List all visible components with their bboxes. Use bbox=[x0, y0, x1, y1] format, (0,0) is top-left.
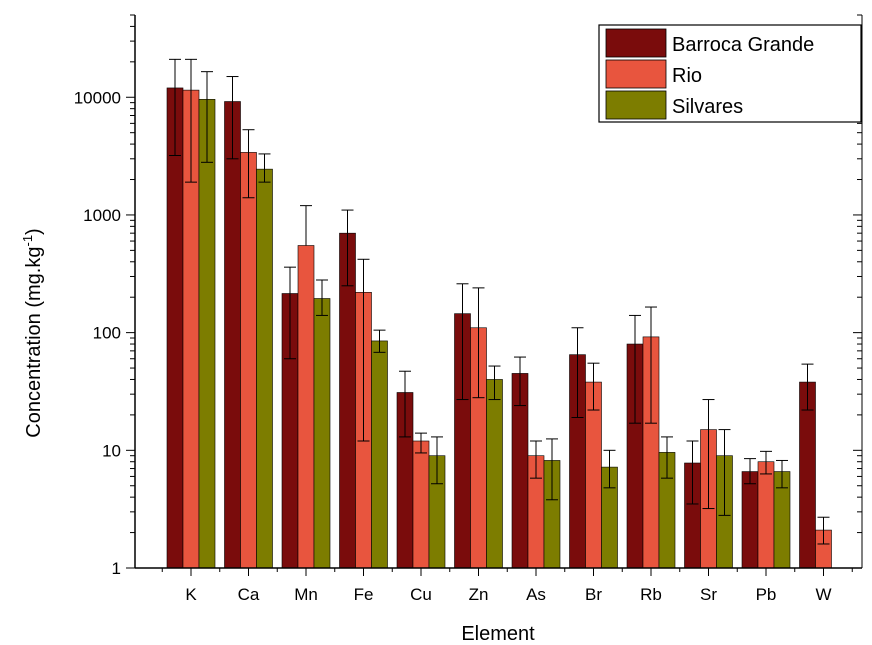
error-bar-pb-silvares bbox=[776, 459, 788, 489]
legend-item-rio: Rio bbox=[605, 59, 702, 89]
error-bar-br-barroca-grande bbox=[571, 327, 584, 419]
error-bar-ca-barroca-grande bbox=[226, 76, 239, 160]
legend-item-silvares: Silvares bbox=[605, 90, 743, 120]
bar-cu-rio bbox=[412, 440, 430, 569]
error-bar-k-silvares bbox=[201, 71, 213, 163]
legend-swatch-silvares bbox=[605, 90, 667, 120]
bar-k-barroca-grande bbox=[166, 87, 184, 569]
x-tick-label-mn: Mn bbox=[294, 585, 318, 604]
x-tick-label-fe: Fe bbox=[354, 585, 374, 604]
x-tick-label-br: Br bbox=[585, 585, 602, 604]
error-bar-sr-silvares bbox=[718, 429, 731, 516]
error-bar-as-rio bbox=[530, 440, 542, 479]
error-bar-as-barroca-grande bbox=[514, 356, 526, 407]
bar-mn-silvares bbox=[313, 298, 331, 569]
y-tick-label-1: 1 bbox=[112, 559, 121, 578]
error-bar-as-silvares bbox=[546, 438, 558, 501]
error-bar-k-rio bbox=[185, 58, 197, 183]
error-bar-pb-barroca-grande bbox=[744, 458, 756, 485]
bar-ca-silvares bbox=[256, 168, 273, 569]
error-bar-rb-barroca-grande bbox=[629, 314, 641, 424]
error-bars-layer bbox=[169, 58, 830, 545]
bar-mn-rio bbox=[297, 245, 315, 569]
y-axis-title: Concentration (mg.kg-1) bbox=[20, 228, 45, 437]
y-axis-title-main: Concentration (mg.kg bbox=[23, 247, 45, 438]
error-bar-mn-barroca-grande bbox=[284, 266, 296, 360]
axes-layer bbox=[134, 15, 863, 569]
x-tick-label-k: K bbox=[185, 585, 197, 604]
error-bar-ca-rio bbox=[242, 129, 255, 199]
bar-ca-rio bbox=[240, 152, 257, 569]
error-bar-cu-rio bbox=[415, 432, 427, 454]
error-bar-zn-silvares bbox=[488, 365, 501, 401]
x-tick-label-w: W bbox=[815, 585, 831, 604]
legend-swatch-barroca-grande bbox=[605, 28, 667, 58]
bars-layer bbox=[166, 87, 832, 569]
bar-pb-rio bbox=[757, 461, 775, 569]
bar-ca-barroca-grande bbox=[224, 101, 241, 569]
bar-fe-silvares bbox=[371, 340, 388, 569]
error-bar-br-silvares bbox=[603, 449, 616, 489]
error-bar-fe-silvares bbox=[373, 329, 386, 353]
error-bar-fe-barroca-grande bbox=[341, 209, 354, 287]
x-tick-label-cu: Cu bbox=[410, 585, 432, 604]
error-bar-zn-rio bbox=[472, 287, 485, 399]
x-tick-label-pb: Pb bbox=[756, 585, 777, 604]
error-bar-cu-barroca-grande bbox=[399, 370, 411, 438]
bar-pb-barroca-grande bbox=[741, 471, 759, 569]
legend-swatch-rio bbox=[605, 59, 667, 89]
legend: Barroca Grande Rio Silvares bbox=[598, 24, 862, 123]
y-tick-label-100: 100 bbox=[93, 324, 121, 343]
error-bar-rb-rio bbox=[645, 306, 657, 424]
error-bar-fe-rio bbox=[357, 258, 370, 442]
y-tick-label-1000: 1000 bbox=[83, 206, 121, 225]
x-axis-title: Element bbox=[461, 623, 535, 645]
error-bar-mn-silvares bbox=[316, 279, 328, 316]
error-bar-w-rio bbox=[817, 516, 830, 545]
error-bar-w-barroca-grande bbox=[801, 363, 814, 411]
error-bar-sr-barroca-grande bbox=[686, 440, 699, 505]
error-bar-pb-rio bbox=[760, 450, 772, 475]
error-bar-ca-silvares bbox=[258, 153, 271, 183]
error-bar-k-barroca-grande bbox=[169, 58, 181, 156]
error-bar-rb-silvares bbox=[661, 436, 673, 479]
x-tick-label-ca: Ca bbox=[238, 585, 260, 604]
legend-label-rio: Rio bbox=[672, 65, 702, 87]
bar-k-silvares bbox=[198, 99, 216, 569]
y-tick-label-10000: 10000 bbox=[74, 88, 121, 107]
x-tick-label-as: As bbox=[526, 585, 546, 604]
error-bar-cu-silvares bbox=[431, 436, 443, 485]
legend-label-barroca-grande: Barroca Grande bbox=[672, 34, 814, 56]
legend-item-barroca-grande: Barroca Grande bbox=[605, 28, 814, 58]
y-axis-title-superscript: -1 bbox=[20, 235, 35, 247]
error-bar-br-rio bbox=[587, 362, 600, 411]
legend-label-silvares: Silvares bbox=[672, 96, 743, 118]
x-tick-label-sr: Sr bbox=[700, 585, 717, 604]
x-tick-label-rb: Rb bbox=[640, 585, 662, 604]
x-tick-label-zn: Zn bbox=[469, 585, 489, 604]
y-tick-label-10: 10 bbox=[102, 441, 121, 460]
error-bar-mn-rio bbox=[300, 205, 312, 246]
bar-zn-silvares bbox=[486, 379, 503, 569]
error-bar-sr-rio bbox=[702, 399, 715, 510]
error-bar-zn-barroca-grande bbox=[456, 283, 469, 401]
y-axis-title-close: ) bbox=[23, 228, 45, 235]
